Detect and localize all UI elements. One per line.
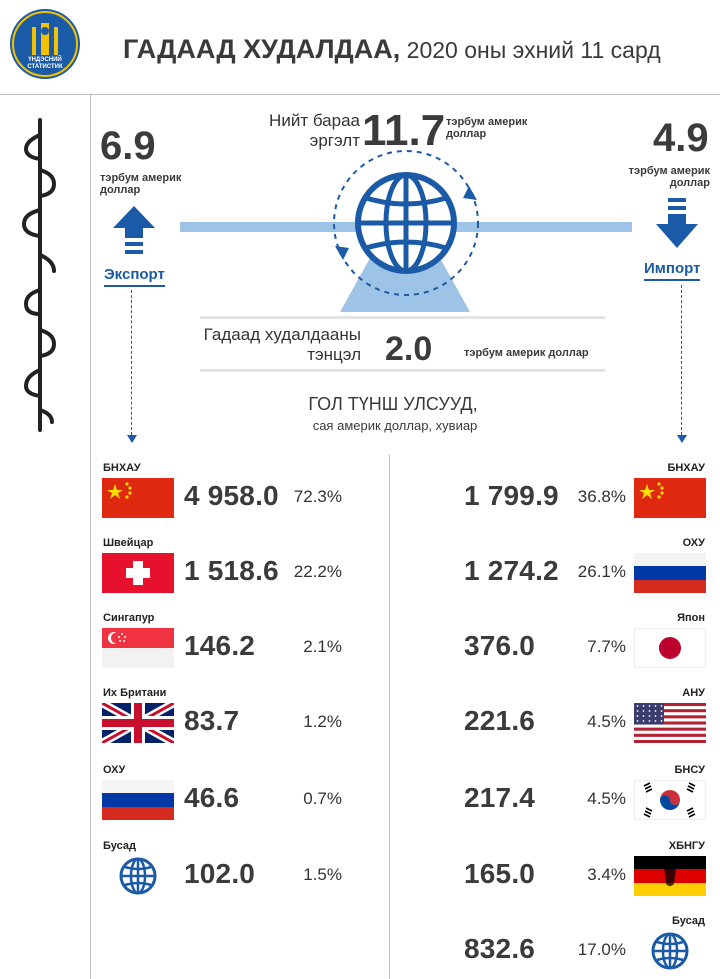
mongolian-script-icon xyxy=(21,118,57,432)
export-country-label: ОХУ xyxy=(103,764,126,776)
import-value: 1 274.2 xyxy=(464,555,559,586)
import-value: 832.6 xyxy=(464,933,536,964)
export-country-label: Сингапур xyxy=(103,612,155,624)
import-percent: 26.1% xyxy=(577,562,626,581)
import-percent: 4.5% xyxy=(587,789,626,808)
flag-singapore-icon xyxy=(102,628,174,668)
flag-switzerland-icon xyxy=(102,553,174,593)
globe-icon xyxy=(333,150,479,296)
turnover-label: Нийт бараа эргэлт xyxy=(269,111,360,150)
flag-china-icon xyxy=(634,478,706,518)
import-percent: 3.4% xyxy=(587,865,626,884)
left-divider xyxy=(90,94,91,979)
export-value: 4 958.0 xyxy=(184,480,279,511)
turnover-unit: тэрбум америк доллар xyxy=(446,116,528,140)
title-rest: 2020 оны эхний 11 сард xyxy=(400,37,661,63)
export-country-label: Бусад xyxy=(103,840,136,852)
top-divider xyxy=(0,94,720,95)
flag-germany-icon xyxy=(634,856,706,896)
partners-subtitle: сая америк доллар, хувиар xyxy=(312,418,478,433)
export-percent: 2.1% xyxy=(303,637,342,656)
flag-russia-icon xyxy=(102,780,174,820)
export-value: 146.2 xyxy=(184,630,256,661)
title-bold: ГАДААД ХУДАЛДАА, xyxy=(123,34,401,64)
import-value: 4.9 xyxy=(653,116,709,160)
export-unit: тэрбум америк доллар xyxy=(100,172,182,196)
logo-text: ҮНДЭСНИЙ СТАТИСТИК xyxy=(27,57,63,70)
export-value: 102.0 xyxy=(184,858,256,889)
page-title: ГАДААД ХУДАЛДАА, 2020 оны эхний 11 сард xyxy=(123,34,661,65)
flag-japan-icon xyxy=(634,628,706,668)
import-dashed-line xyxy=(681,285,682,435)
export-percent: 22.2% xyxy=(293,562,342,581)
import-country-label: ХБНГУ xyxy=(668,840,705,852)
export-country-label: Их Британи xyxy=(103,687,167,699)
import-arrow-down-icon xyxy=(677,435,687,443)
export-percent: 1.2% xyxy=(303,712,342,731)
balance-top-line xyxy=(200,316,605,319)
balance-unit: тэрбум америк доллар xyxy=(464,347,589,359)
globe-icon xyxy=(634,931,706,971)
export-percent: 1.5% xyxy=(303,865,342,884)
export-label: Экспорт xyxy=(104,266,165,287)
import-country-label: Япон xyxy=(677,612,705,624)
import-percent: 17.0% xyxy=(577,940,626,959)
soyombo-icon xyxy=(12,11,78,77)
import-country-label: АНУ xyxy=(682,687,705,699)
flag-china-icon xyxy=(102,478,174,518)
export-value: 83.7 xyxy=(184,705,240,736)
import-value: 165.0 xyxy=(464,858,536,889)
import-percent: 36.8% xyxy=(577,487,626,506)
partners-title: ГОЛ ТҮНШ УЛСУУД, xyxy=(308,394,478,414)
turnover-value: 11.7 xyxy=(362,106,446,155)
import-percent: 7.7% xyxy=(587,637,626,656)
export-arrow-down-icon xyxy=(127,435,137,443)
export-country-label: Швейцар xyxy=(103,537,154,549)
import-value: 1 799.9 xyxy=(464,480,559,511)
balance-label: Гадаад худалдааны тэнцэл xyxy=(203,325,361,364)
logo: ҮНДЭСНИЙ СТАТИСТИК xyxy=(10,9,80,79)
flag-usa-icon xyxy=(634,703,706,743)
export-country-label: БНХАУ xyxy=(103,462,141,474)
export-dashed-line xyxy=(131,290,132,435)
center-divider xyxy=(389,455,390,979)
export-percent: 72.3% xyxy=(293,487,342,506)
export-value: 1 518.6 xyxy=(184,555,279,586)
flag-korea-icon xyxy=(634,780,706,820)
import-percent: 4.5% xyxy=(587,712,626,731)
export-value: 6.9 xyxy=(100,124,156,168)
arrow-down-icon xyxy=(656,198,698,248)
import-unit: тэрбум америк доллар xyxy=(628,165,710,189)
flag-uk-icon xyxy=(102,703,174,743)
balance-bottom-line xyxy=(200,369,605,372)
balance-value: 2.0 xyxy=(385,330,433,368)
import-country-label: Бусад xyxy=(672,915,705,927)
import-country-label: БНСУ xyxy=(674,764,706,776)
flag-russia-icon xyxy=(634,553,706,593)
globe-icon xyxy=(102,856,174,896)
import-label: Импорт xyxy=(644,260,701,281)
import-country-label: БНХАУ xyxy=(667,462,705,474)
export-percent: 0.7% xyxy=(303,789,342,808)
import-value: 221.6 xyxy=(464,705,536,736)
export-value: 46.6 xyxy=(184,782,240,813)
arrow-up-icon xyxy=(113,206,155,254)
import-country-label: ОХУ xyxy=(682,537,705,549)
import-value: 376.0 xyxy=(464,630,536,661)
import-value: 217.4 xyxy=(464,782,536,813)
